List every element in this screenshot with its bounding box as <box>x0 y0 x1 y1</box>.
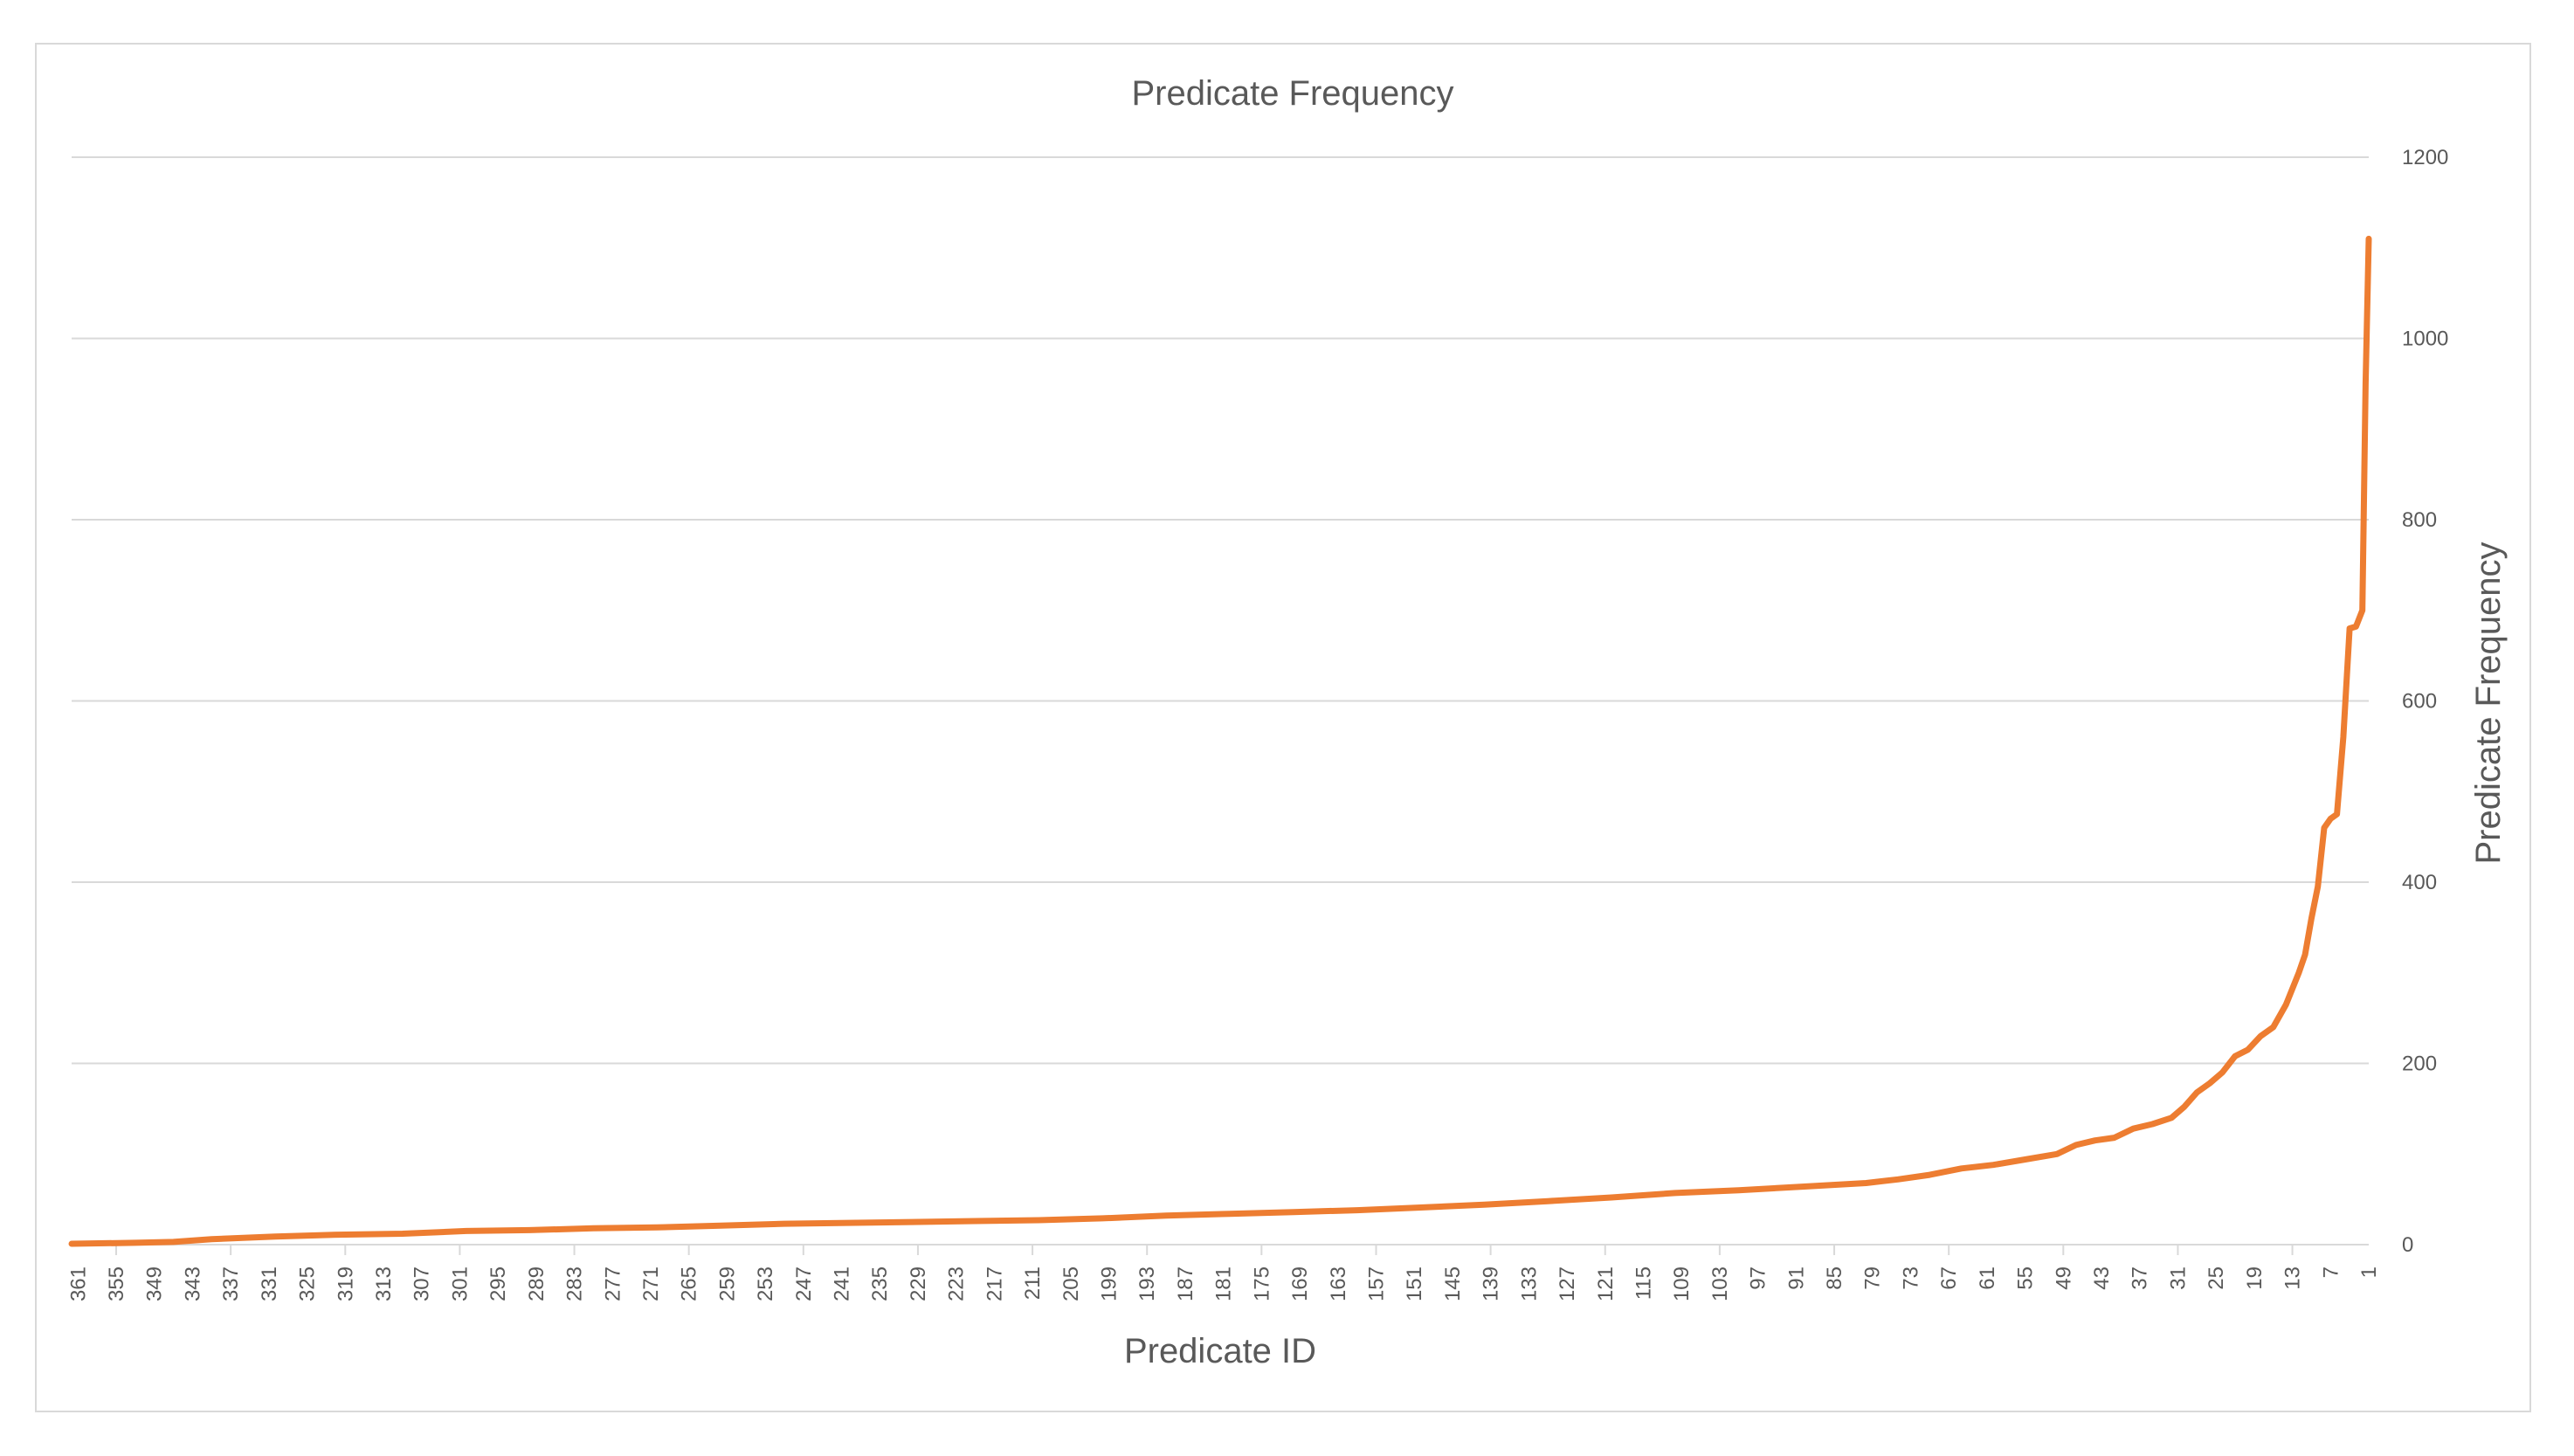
x-tick-label: 295 <box>487 1266 510 1301</box>
y-tick-label: 1000 <box>2402 328 2448 351</box>
y-tick-label: 1200 <box>2402 146 2448 169</box>
x-tick-label: 235 <box>868 1266 892 1301</box>
x-tick-label: 337 <box>219 1266 243 1301</box>
x-tick-label: 247 <box>792 1266 816 1301</box>
x-tick-label: 313 <box>372 1266 396 1301</box>
x-tick-label: 241 <box>831 1266 854 1301</box>
x-tick-label: 133 <box>1517 1266 1541 1301</box>
x-tick-label: 31 <box>2166 1266 2190 1290</box>
x-tick-label: 205 <box>1059 1266 1083 1301</box>
x-tick-label: 229 <box>907 1266 930 1301</box>
x-tick-label: 139 <box>1480 1266 1503 1301</box>
x-tick-label: 169 <box>1288 1266 1312 1301</box>
y-axis-title: Predicate Frequency <box>2469 542 2508 864</box>
x-tick-label: 289 <box>525 1266 549 1301</box>
x-tick-label: 331 <box>258 1266 281 1301</box>
y-axis-ticks: 0 200 400 600 800 1000 1200 <box>2402 146 2448 1257</box>
x-tick-label: 199 <box>1098 1266 1121 1301</box>
x-tick-label: 319 <box>334 1266 357 1301</box>
x-tick-label: 283 <box>563 1266 587 1301</box>
x-tick-label: 19 <box>2243 1266 2267 1290</box>
x-tick-label: 325 <box>296 1266 320 1301</box>
x-tick-label: 217 <box>983 1266 1006 1301</box>
x-tick-label: 13 <box>2281 1266 2305 1290</box>
x-tick-label: 211 <box>1021 1266 1045 1300</box>
y-tick-label: 400 <box>2402 871 2437 894</box>
x-tick-label: 343 <box>181 1266 204 1301</box>
series-layer <box>68 235 2372 1247</box>
series-line <box>68 235 2372 1247</box>
x-tick-label: 121 <box>1594 1266 1618 1301</box>
x-tick-label: 67 <box>1937 1266 1961 1290</box>
y-tick-label: 200 <box>2402 1052 2437 1076</box>
x-tick-label: 109 <box>1670 1266 1694 1301</box>
x-tick-label: 301 <box>448 1266 472 1301</box>
y-tick-label: 800 <box>2402 508 2437 532</box>
x-axis-title: Predicate ID <box>1124 1332 1316 1370</box>
x-tick-label: 175 <box>1250 1266 1273 1301</box>
x-tick-label: 97 <box>1747 1266 1770 1290</box>
x-tick-label: 355 <box>105 1266 128 1301</box>
x-tick-label: 157 <box>1364 1266 1388 1301</box>
chart-frame <box>35 43 2531 1412</box>
x-tick-label: 85 <box>1823 1266 1846 1290</box>
x-tick-label: 307 <box>411 1266 434 1301</box>
x-tick-label: 271 <box>639 1266 663 1301</box>
x-tick-label: 49 <box>2052 1266 2075 1290</box>
x-tick-label: 181 <box>1212 1266 1236 1301</box>
x-tick-label: 277 <box>601 1266 625 1301</box>
x-tick-label: 1 <box>2357 1266 2381 1278</box>
x-tick-label: 91 <box>1784 1266 1808 1290</box>
x-tick-label: 79 <box>1861 1266 1885 1290</box>
x-tick-label: 115 <box>1632 1266 1655 1300</box>
x-tick-label: 163 <box>1327 1266 1350 1301</box>
x-axis: 361 355 349 343 337 331 325 319 313 307 301 295 289 2… <box>66 1244 2381 1301</box>
x-tick-label: 253 <box>754 1266 777 1301</box>
x-tick-label: 265 <box>678 1266 701 1301</box>
x-tick-label: 37 <box>2129 1266 2152 1290</box>
x-tick-label: 73 <box>1899 1266 1922 1290</box>
gridlines <box>72 156 2369 1065</box>
y-tick-label: 600 <box>2402 690 2437 714</box>
x-tick-label: 349 <box>143 1266 167 1301</box>
x-tick-label: 145 <box>1441 1266 1465 1301</box>
x-tick-label: 187 <box>1174 1266 1197 1301</box>
x-tick-label: 61 <box>1976 1266 1999 1290</box>
x-tick-label: 127 <box>1556 1266 1579 1301</box>
y-tick-label: 0 <box>2402 1233 2413 1257</box>
chart-title: Predicate Frequency <box>1131 74 1453 113</box>
x-tick-label: 25 <box>2205 1266 2228 1290</box>
x-tick-label: 103 <box>1708 1266 1732 1301</box>
x-tick-label: 55 <box>2014 1266 2038 1290</box>
x-tick-label: 7 <box>2319 1266 2343 1278</box>
x-tick-label: 259 <box>715 1266 739 1301</box>
x-tick-label: 193 <box>1135 1266 1159 1301</box>
x-tick-label: 151 <box>1403 1266 1426 1301</box>
x-tick-label: 43 <box>2090 1266 2114 1290</box>
x-tick-label: 361 <box>66 1266 90 1301</box>
x-tick-label: 223 <box>945 1266 969 1301</box>
